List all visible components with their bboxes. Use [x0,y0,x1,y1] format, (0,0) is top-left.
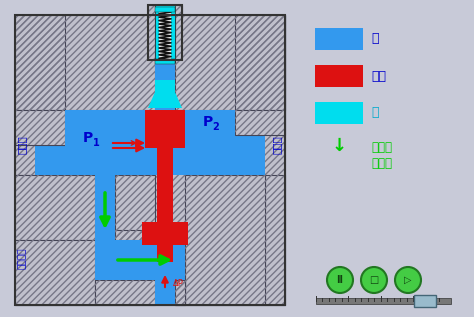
Bar [175,240,185,280]
Bar [148,5,182,60]
Bar [15,240,95,305]
Bar [159,7,171,60]
Bar [414,295,436,307]
Text: 1: 1 [92,138,100,148]
Bar [155,5,175,62]
Bar [15,15,285,305]
Bar [157,148,173,245]
Bar [235,110,285,135]
Bar [15,110,65,145]
Bar [155,59,175,64]
Bar [145,110,185,148]
Bar [15,15,285,305]
Bar [315,102,363,124]
Bar [15,15,65,110]
Bar [316,298,451,304]
Text: P: P [83,131,93,145]
Circle shape [361,267,387,293]
Bar [185,175,265,305]
Circle shape [327,267,353,293]
Bar [15,15,65,110]
Bar [95,280,155,305]
Bar [15,175,95,240]
Bar [115,230,155,240]
Bar [95,280,155,305]
Bar [315,28,363,50]
Bar [175,15,265,110]
Bar [175,240,185,280]
Bar [15,15,35,110]
Bar [95,240,185,280]
Bar [115,230,155,240]
Bar [15,110,65,145]
Bar [155,280,175,305]
Text: P: P [203,115,213,129]
Circle shape [395,267,421,293]
Bar [115,175,155,240]
Bar [175,280,185,305]
Bar [95,175,115,240]
Text: 油: 油 [371,33,379,46]
Bar [175,280,185,305]
Bar [175,280,185,305]
Bar [35,15,155,110]
Bar [15,175,95,240]
Bar [157,245,173,262]
Text: □: □ [369,275,379,285]
Bar [235,15,285,110]
Text: 出油口: 出油口 [272,136,282,154]
Bar [95,175,115,240]
Text: 活塞: 活塞 [371,69,386,82]
Bar [235,15,285,110]
Bar [65,110,155,175]
Bar [15,240,95,305]
Bar [315,65,363,87]
Bar [175,280,185,305]
Text: 控制油路: 控制油路 [18,247,27,269]
Text: ↓: ↓ [331,137,346,155]
Bar [155,60,175,110]
Bar [35,110,265,175]
Bar [155,80,175,92]
Bar [148,5,182,60]
Text: ▷: ▷ [404,275,412,285]
Bar [235,110,285,135]
Bar [175,15,265,110]
Bar [265,175,285,305]
Text: ΔP: ΔP [173,279,184,288]
Bar [115,175,155,240]
Bar [185,110,235,155]
Bar [265,15,285,110]
Bar [35,15,155,110]
Bar [148,5,182,60]
Polygon shape [148,92,182,108]
Bar [265,15,285,110]
Bar [155,15,175,60]
Text: II: II [337,275,344,285]
Bar [175,230,185,240]
Bar [155,7,175,12]
Bar [15,15,35,110]
Bar [142,222,188,245]
Bar [35,110,265,175]
Text: 2: 2 [213,122,219,132]
Text: 液体流
动方向: 液体流 动方向 [371,141,392,170]
Text: 阀: 阀 [371,107,379,120]
Bar [155,60,175,110]
Bar [15,15,285,305]
Bar [155,280,175,305]
Bar [155,15,175,60]
Bar [175,230,185,240]
Text: 进油口: 进油口 [17,136,27,154]
Bar [95,240,185,280]
Bar [185,175,265,305]
Bar [265,175,285,305]
